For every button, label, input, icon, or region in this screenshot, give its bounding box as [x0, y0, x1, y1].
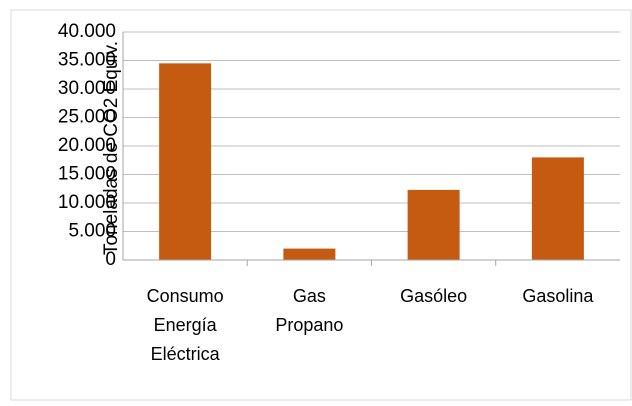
x-category-label: Gasóleo: [400, 286, 467, 306]
y-tick-label: 25.000: [58, 107, 116, 128]
bar: [283, 248, 336, 260]
y-tick-label: 5.000: [68, 221, 116, 242]
x-category-label: Gas Propano: [275, 286, 343, 335]
y-tick-labels: 0 5.000 10.000 15.000 20.000 25.000 30.000 35.0…: [58, 21, 116, 270]
x-category-label-line: Gas: [293, 286, 326, 306]
y-tick-label: 15.000: [58, 164, 116, 185]
x-category-label-line: Gasolina: [522, 286, 594, 306]
y-tick-label: 10.000: [58, 192, 116, 213]
x-category-label-line: Energía: [154, 315, 218, 335]
bar: [407, 189, 460, 260]
x-category-label-line: Consumo: [147, 286, 224, 306]
x-category-label: Consumo Energía Eléctrica: [147, 286, 224, 364]
x-category-label-line: Propano: [275, 315, 343, 335]
y-tick-label: 0: [105, 249, 116, 270]
x-category-labels: Consumo Energía Eléctrica Gas Propano Gasóleo…: [147, 286, 595, 364]
bar: [159, 63, 212, 260]
y-tick-label: 20.000: [58, 135, 116, 156]
bars: [159, 63, 584, 260]
x-category-label: Gasolina: [522, 286, 594, 306]
y-tick-label: 30.000: [58, 78, 116, 99]
y-axis-title: Toneladas de CO2 Equiv.: [101, 41, 122, 255]
bar: [531, 157, 584, 260]
y-tick-label: 35.000: [58, 50, 116, 71]
x-category-label-line: Eléctrica: [151, 344, 221, 364]
x-category-label-line: Gasóleo: [400, 286, 467, 306]
chart-border: [10, 9, 632, 401]
axes: [122, 32, 620, 266]
y-tick-label: 40.000: [58, 21, 116, 42]
